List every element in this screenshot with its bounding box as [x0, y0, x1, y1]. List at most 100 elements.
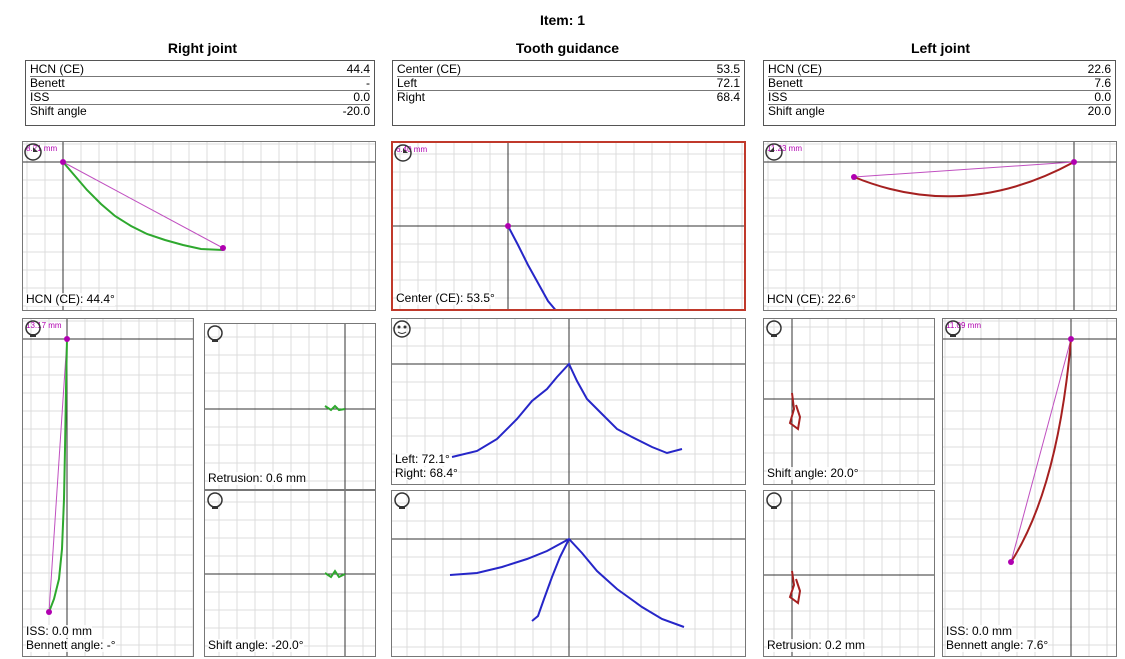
face-icon[interactable]: [392, 319, 412, 339]
tooth-trace: [507, 225, 556, 309]
marker-start: [60, 159, 66, 165]
scale-label: 8.21 mm: [26, 144, 58, 153]
left-label: Left: 72.1°: [395, 452, 450, 466]
rotation-icon[interactable]: [764, 142, 784, 162]
iss-label: ISS: 0.0 mm: [26, 624, 93, 638]
hcn-label: HCN (CE): 22.6°: [767, 292, 856, 306]
table-row: ISS 0.0: [30, 90, 370, 105]
grid: [764, 491, 934, 656]
left-iss-plot: [943, 319, 1116, 656]
grid: [764, 319, 934, 484]
left-hcn-panel[interactable]: 11.23 mm HCN (CE): 22.6°: [763, 141, 1117, 311]
rotation-icon[interactable]: [393, 143, 413, 163]
left-trace: [788, 570, 802, 605]
scale-label: 11.23 mm: [767, 144, 802, 153]
skull-icon[interactable]: [392, 491, 412, 511]
left-retrusion-panel[interactable]: Retrusion: 0.2 mm: [763, 490, 935, 657]
grid: [205, 324, 375, 489]
retrusion-label: Retrusion: 0.6 mm: [208, 471, 307, 485]
tooth-guidance-table: Center (CE) 53.5 Left 72.1 Right 68.4: [392, 60, 745, 126]
right-iss-panel[interactable]: 13.17 mm ISS: 0.0 mm Bennett angle: -°: [22, 318, 194, 657]
right-label: Right: 68.4°: [395, 466, 458, 480]
right-shift-plot: [205, 491, 375, 656]
tooth-trace: [449, 537, 685, 628]
guidance-combined-panel[interactable]: [391, 490, 746, 657]
right-trace: [62, 161, 224, 251]
retrusion-label: Retrusion: 0.2 mm: [767, 638, 866, 652]
bennett-label: Bennett angle: -°: [26, 638, 116, 652]
grid: [392, 319, 745, 484]
center-ce-panel[interactable]: 6.40 mm Center (CE): 53.5°: [391, 141, 746, 311]
table-row: Benett -: [30, 76, 370, 91]
guidance-lr-plot: [392, 319, 745, 484]
left-trace: [1010, 338, 1072, 563]
grid: [943, 319, 1116, 656]
marker-start: [1068, 336, 1074, 342]
table-row: Right 68.4: [397, 90, 740, 104]
right-trace: [48, 338, 68, 613]
right-hcn-plot: [23, 142, 375, 310]
reference-line: [62, 161, 224, 249]
guidance-lr-panel[interactable]: Left: 72.1° Right: 68.4°: [391, 318, 746, 485]
left-trace: [788, 392, 802, 431]
grid: [23, 319, 193, 656]
marker-start: [505, 223, 511, 229]
left-retrusion-plot: [764, 491, 934, 656]
item-title: Item: 1: [539, 12, 586, 28]
left-iss-panel[interactable]: 11.09 mm ISS: 0.0 mm Bennett angle: 7.6°: [942, 318, 1117, 657]
skull-icon[interactable]: [23, 319, 43, 339]
grid: [392, 491, 745, 656]
scale-label: 11.09 mm: [946, 321, 981, 330]
right-trace: [324, 569, 346, 579]
reference-line: [48, 338, 68, 613]
reference-line: [1010, 338, 1072, 563]
right-iss-plot: [23, 319, 193, 656]
grid: [205, 491, 375, 656]
right-joint-table: HCN (CE) 44.4 Benett - ISS 0.0 Shift angle -…: [25, 60, 375, 126]
tooth-guidance-title: Tooth guidance: [515, 40, 620, 56]
tooth-trace-branch: [531, 538, 570, 622]
table-row: Center (CE) 53.5: [397, 62, 740, 77]
shift-label: Shift angle: -20.0°: [208, 638, 304, 652]
left-joint-title: Left joint: [910, 40, 971, 56]
skull-icon[interactable]: [205, 324, 225, 344]
right-retrusion-plot: [205, 324, 375, 489]
scale-label: 13.17 mm: [26, 321, 62, 330]
table-row: Shift angle -20.0: [30, 104, 370, 118]
marker-start: [851, 174, 857, 180]
table-row: HCN (CE) 44.4: [30, 62, 370, 77]
iss-label: ISS: 0.0 mm: [946, 624, 1013, 638]
skull-icon[interactable]: [764, 319, 784, 339]
table-row: Left 72.1: [397, 76, 740, 91]
hcn-label: HCN (CE): 44.4°: [26, 292, 115, 306]
guidance-combined-plot: [392, 491, 745, 656]
skull-icon[interactable]: [943, 319, 963, 339]
table-row: Shift angle 20.0: [768, 104, 1111, 118]
skull-icon[interactable]: [764, 491, 784, 511]
table-row: Benett 7.6: [768, 76, 1111, 91]
left-hcn-plot: [764, 142, 1116, 310]
grid: [764, 142, 1116, 310]
scale-label: 6.40 mm: [396, 145, 428, 154]
bennett-label: Bennett angle: 7.6°: [946, 638, 1049, 652]
right-joint-title: Right joint: [167, 40, 238, 56]
right-hcn-panel[interactable]: 8.21 mm HCN (CE): 44.4°: [22, 141, 376, 311]
right-shift-panel[interactable]: Shift angle: -20.0°: [204, 490, 376, 657]
grid: [393, 143, 744, 309]
marker-end: [1008, 559, 1014, 565]
left-joint-table: HCN (CE) 22.6 Benett 7.6 ISS 0.0 Shift angl…: [763, 60, 1116, 126]
skull-icon[interactable]: [205, 491, 225, 511]
shift-label: Shift angle: 20.0°: [767, 466, 859, 480]
table-row: ISS 0.0: [768, 90, 1111, 105]
marker-end: [220, 245, 226, 251]
left-trace: [853, 161, 1075, 198]
tooth-trace: [451, 362, 683, 458]
grid: [23, 142, 375, 310]
right-trace: [324, 404, 346, 412]
center-label: Center (CE): 53.5°: [396, 291, 495, 305]
rotation-icon[interactable]: [23, 142, 43, 162]
left-shift-panel[interactable]: Shift angle: 20.0°: [763, 318, 935, 485]
right-retrusion-panel[interactable]: Retrusion: 0.6 mm: [204, 323, 376, 490]
left-shift-plot: [764, 319, 934, 484]
marker-end: [46, 609, 52, 615]
